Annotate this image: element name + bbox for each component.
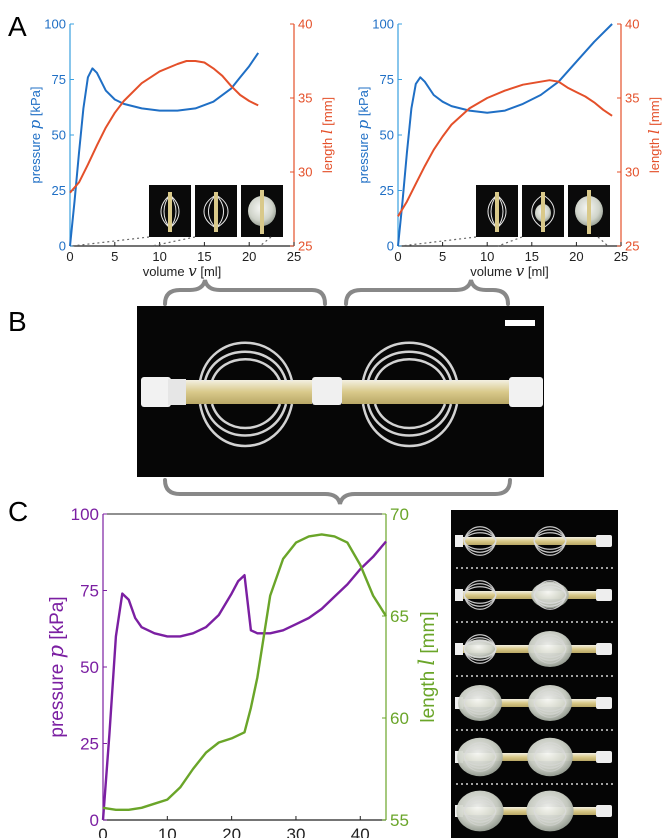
x-tick-label: 20 [569,249,583,264]
y-left-tick-label: 0 [387,239,394,254]
y-left-tick-label: 100 [372,17,394,32]
y-right-tick-label: 55 [390,811,409,830]
y-right-axis-label: length l [mm] [318,97,336,173]
y-right-tick-label: 30 [298,165,312,180]
photo-insets-a-right [476,185,610,237]
x-tick-label: 5 [111,249,118,264]
chart-a-right: 0 5 10 15 20 25 0 25 50 75 100 25 30 35 40 volume v [ml… [354,17,662,280]
y-left-tick-label: 25 [80,735,99,754]
panel-letter-b: B [8,306,27,337]
photo-background [451,510,618,838]
y-right-tick-label: 25 [625,239,639,254]
y-left-tick-label: 25 [52,183,66,198]
brace-top [163,279,510,306]
pressure-series-line [69,52,260,247]
y-right-tick-label: 40 [625,17,639,32]
x-tick-label: 30 [286,825,305,838]
panel-letter-c: C [8,496,28,527]
x-axis-label: volume v [ml] [470,262,549,280]
photo-c-sequence [451,510,618,838]
y-right-tick-label: 25 [298,239,312,254]
x-tick-label: 15 [197,249,211,264]
sequence-frame [455,580,612,610]
y-right-tick-label: 40 [298,17,312,32]
x-tick-label: 10 [480,249,494,264]
length-series-line [69,60,259,194]
sequence-frame [455,737,612,777]
length-series-line [397,79,613,217]
x-tick-label: 20 [242,249,256,264]
y-left-tick-label: 100 [44,17,66,32]
y-right-tick-label: 35 [298,91,312,106]
x-tick-label: 25 [287,249,301,264]
y-left-axis-label: pressure p [kPa] [26,86,44,183]
sequence-frame [455,631,612,667]
chart-c: 010203040025507510055606570volume v [ml]… [44,505,439,838]
x-tick-label: 15 [525,249,539,264]
x-tick-label: 10 [158,825,177,838]
photo-insets-a-left [149,185,283,237]
y-right-tick-label: 70 [390,505,409,524]
y-right-tick-label: 30 [625,165,639,180]
x-tick-label: 0 [394,249,401,264]
y-left-tick-label: 75 [80,582,99,601]
y-right-tick-label: 65 [390,607,409,626]
sequence-frame [455,526,612,556]
y-left-tick-label: 75 [380,72,394,87]
scale-bar [505,320,535,326]
x-tick-label: 40 [351,825,370,838]
x-tick-label: 0 [98,825,107,838]
y-left-tick-label: 50 [80,658,99,677]
y-left-tick-label: 0 [90,811,99,830]
y-right-axis-label: length l [mm] [415,611,439,722]
photo-b [137,306,544,477]
x-tick-label: 25 [614,249,628,264]
length-series-line [102,533,388,811]
y-right-tick-label: 35 [625,91,639,106]
y-left-tick-label: 0 [59,239,66,254]
sequence-frame [455,685,612,721]
chart-a-left: 0 5 10 15 20 25 0 25 50 75 100 25 30 35 40 volume v [ml… [26,17,336,280]
y-left-tick-label: 25 [380,183,394,198]
sequence-frame [455,790,612,832]
inset-leaders [71,236,609,247]
x-tick-label: 0 [66,249,73,264]
x-tick-label: 10 [152,249,166,264]
y-left-axis-label: pressure p [kPa] [354,86,372,183]
y-left-tick-label: 50 [52,128,66,143]
pressure-series-line [101,540,387,821]
y-right-tick-label: 60 [390,709,409,728]
y-left-tick-label: 75 [52,72,66,87]
x-tick-label: 5 [439,249,446,264]
y-left-tick-label: 50 [380,128,394,143]
y-left-tick-label: 100 [71,505,99,524]
panel-letter-a: A [8,11,27,42]
x-axis-label: volume v [ml] [143,262,222,280]
x-tick-label: 20 [222,825,241,838]
y-left-axis-label: pressure p [kPa] [44,596,68,737]
y-right-axis-label: length l [mm] [645,97,662,173]
brace-bottom [163,478,512,505]
